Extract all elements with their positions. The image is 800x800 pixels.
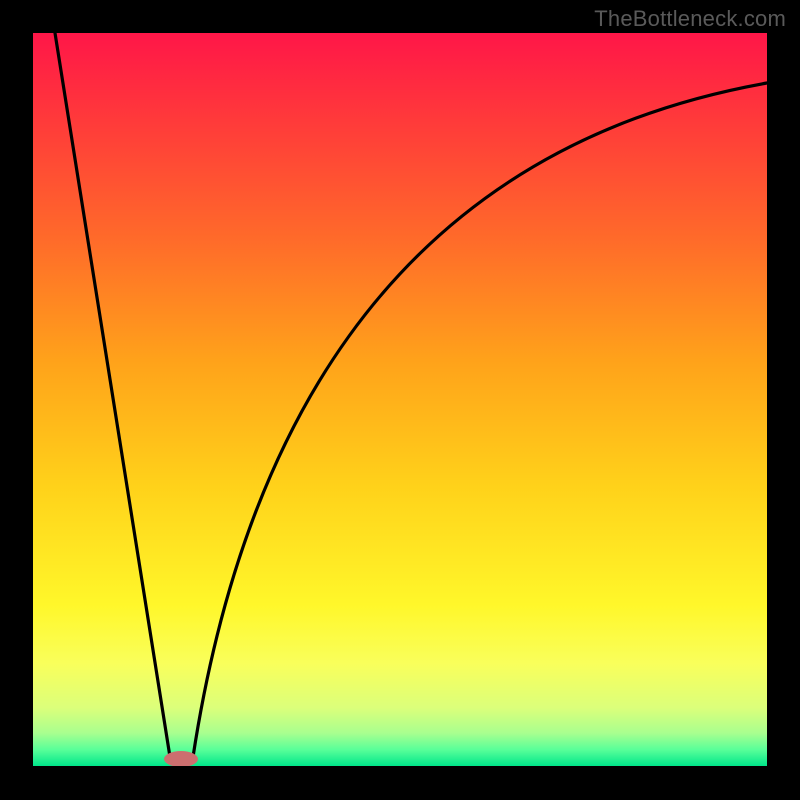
frame-left — [0, 0, 33, 800]
chart-plot-area — [33, 33, 767, 766]
frame-bottom — [0, 766, 800, 800]
chart-background — [33, 33, 767, 766]
watermark-text: TheBottleneck.com — [594, 6, 786, 32]
chart-svg — [33, 33, 767, 766]
frame-right — [767, 0, 800, 800]
